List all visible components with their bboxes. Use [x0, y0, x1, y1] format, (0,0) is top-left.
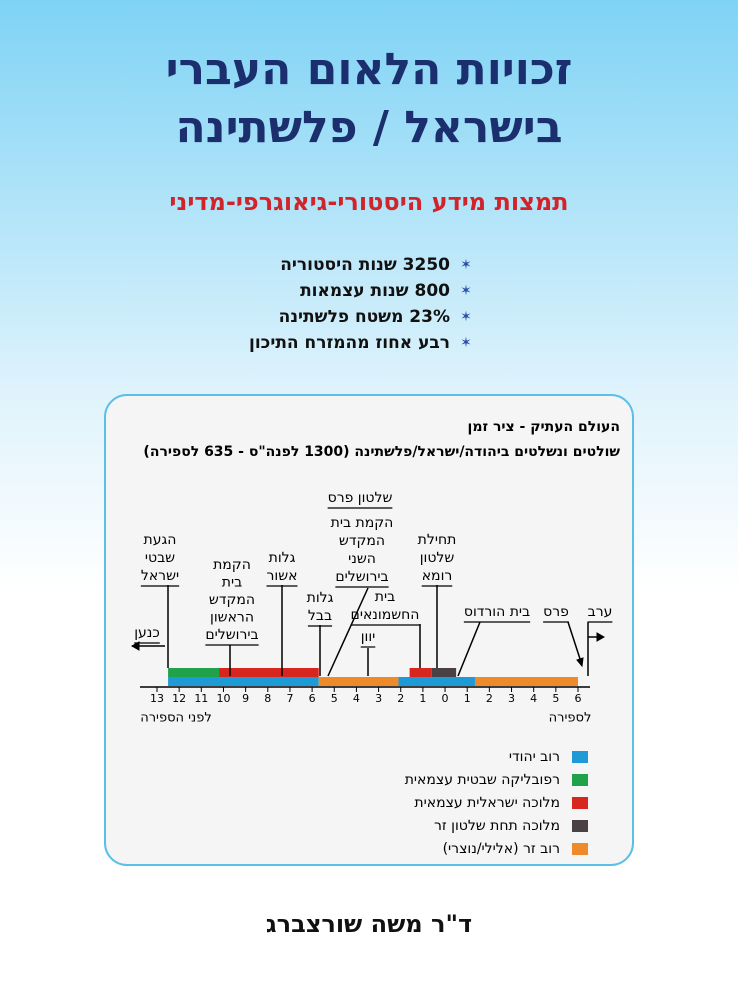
- axis-caption: לפני הספירה: [140, 711, 212, 726]
- annotation-text: שלטון: [420, 550, 455, 566]
- pointer: [567, 621, 583, 666]
- tick-label: 3: [508, 692, 515, 705]
- arrow-head: [130, 641, 140, 651]
- legend-swatch: [572, 820, 588, 832]
- legend-label: מלוכה תחת שלטון זר: [434, 818, 560, 834]
- annotation-text: רומא: [422, 568, 453, 584]
- bullet-icon: ✶: [460, 283, 472, 299]
- title: זכויות הלאום העברי: [166, 44, 573, 95]
- annotation-text: שבטי: [145, 550, 175, 566]
- arrow-head: [596, 632, 606, 642]
- annotation-text: יוון: [361, 629, 376, 645]
- subtitle: תמצות מידע היסטורי-גיאוגרפי-מדיני: [169, 188, 568, 216]
- legend-swatch: [572, 751, 588, 763]
- tick-label: 1: [419, 692, 426, 705]
- legend-swatch: [572, 774, 588, 786]
- tick-label: 6: [309, 692, 316, 705]
- annotation-text: שלטון פרס: [328, 490, 393, 506]
- bullet-icon: ✶: [460, 257, 472, 273]
- tick-label: 1: [464, 692, 471, 705]
- legend-label: רפובליקה שבטית עצמאית: [405, 772, 560, 788]
- tick-label: 12: [172, 692, 186, 705]
- annotation-text: גלות: [307, 590, 334, 606]
- annotation-text: בירושלים: [205, 627, 258, 643]
- tick-label: 9: [242, 692, 249, 705]
- arrow-head: [576, 657, 584, 668]
- annotation-text: בית: [375, 589, 395, 605]
- tick-label: 2: [486, 692, 493, 705]
- tick-label: 13: [150, 692, 164, 705]
- pointer: [457, 621, 481, 677]
- timeline-title: העולם העתיק - ציר זמן: [468, 419, 620, 435]
- period-bar: [168, 668, 220, 677]
- bullet-text: 23% משטח פלשתינה: [279, 307, 450, 327]
- bullets: ✶ 3250 שנות היסטוריה ✶ 800 שנות עצמאות ✶ 23% …: [249, 255, 472, 353]
- period-bar: [398, 677, 475, 686]
- bullet-text: 3250 שנות היסטוריה: [280, 255, 450, 275]
- tick-label: 4: [530, 692, 537, 705]
- annotation-text: בירושלים: [335, 569, 388, 585]
- annotation-text: גלות: [269, 550, 296, 566]
- annotation-text: פרס: [543, 604, 569, 620]
- tick-label: 4: [353, 692, 360, 705]
- tick-label: 0: [442, 692, 449, 705]
- annotation-text: הראשון: [210, 610, 254, 626]
- timeline: 13 12 11 10 9 8 7 6 5 4 3 2 1 0 1 2 3 4 5 6הגעתשבטיישראלכנע…: [130, 490, 613, 705]
- annotation-text: הגעת: [144, 532, 177, 548]
- tick-label: 2: [397, 692, 404, 705]
- period-bar: [219, 668, 319, 677]
- annotation-text: הקמת: [213, 557, 251, 573]
- bullet-text: רבע אחוז מהמזרח התיכון: [249, 333, 450, 353]
- annotation-text: בית: [222, 575, 242, 591]
- annotation-text: בבל: [308, 608, 332, 624]
- annotation-text: ישראל: [141, 568, 179, 584]
- period-bar: [318, 677, 399, 686]
- title: בישראל / פלשתינה: [175, 102, 562, 153]
- period-bar: [168, 677, 319, 686]
- bullet-text: 800 שנות עצמאות: [300, 281, 450, 301]
- tick-label: 6: [575, 692, 582, 705]
- tick-label: 5: [552, 692, 559, 705]
- period-bar: [474, 677, 578, 686]
- legend-label: רוב יהודי: [509, 749, 560, 765]
- annotation-text: כנען: [134, 625, 160, 641]
- legend-swatch: [572, 797, 588, 809]
- legend-swatch: [572, 843, 588, 855]
- pointer: [327, 587, 369, 677]
- tick-label: 5: [331, 692, 338, 705]
- annotation-text: המקדש: [339, 533, 385, 549]
- legend-label: מלוכה ישראלית עצמאית: [414, 795, 560, 811]
- period-bar: [409, 668, 432, 677]
- annotation-text: אשור: [267, 568, 298, 584]
- annotation-text: השני: [348, 551, 376, 567]
- annotation-text: הקמת בית: [331, 515, 394, 531]
- timeline-box: [104, 394, 634, 866]
- period-bar: [431, 668, 457, 677]
- tick-label: 7: [286, 692, 293, 705]
- tick-label: 8: [264, 692, 271, 705]
- annotation-text: החשמונאים: [351, 607, 420, 623]
- tick-label: 3: [375, 692, 382, 705]
- bullet-icon: ✶: [460, 335, 472, 351]
- bullet-icon: ✶: [460, 309, 472, 325]
- annotation-text: ערב: [588, 604, 613, 620]
- annotation-text: המקדש: [209, 592, 255, 608]
- timeline-subtitle: שולטים ונשלטים ביהודה/ישראל/פלשתינה (130…: [143, 444, 620, 460]
- legend-label: רוב זר (אלילי/נוצרי): [443, 841, 560, 857]
- annotation-text: בית הורדוס: [464, 604, 530, 620]
- tick-label: 11: [194, 692, 208, 705]
- annotation-text: תחילת: [418, 532, 457, 548]
- author: ד"ר משה שורצברג: [266, 910, 472, 938]
- axis-caption: לספירה: [549, 711, 592, 726]
- tick-label: 10: [216, 692, 230, 705]
